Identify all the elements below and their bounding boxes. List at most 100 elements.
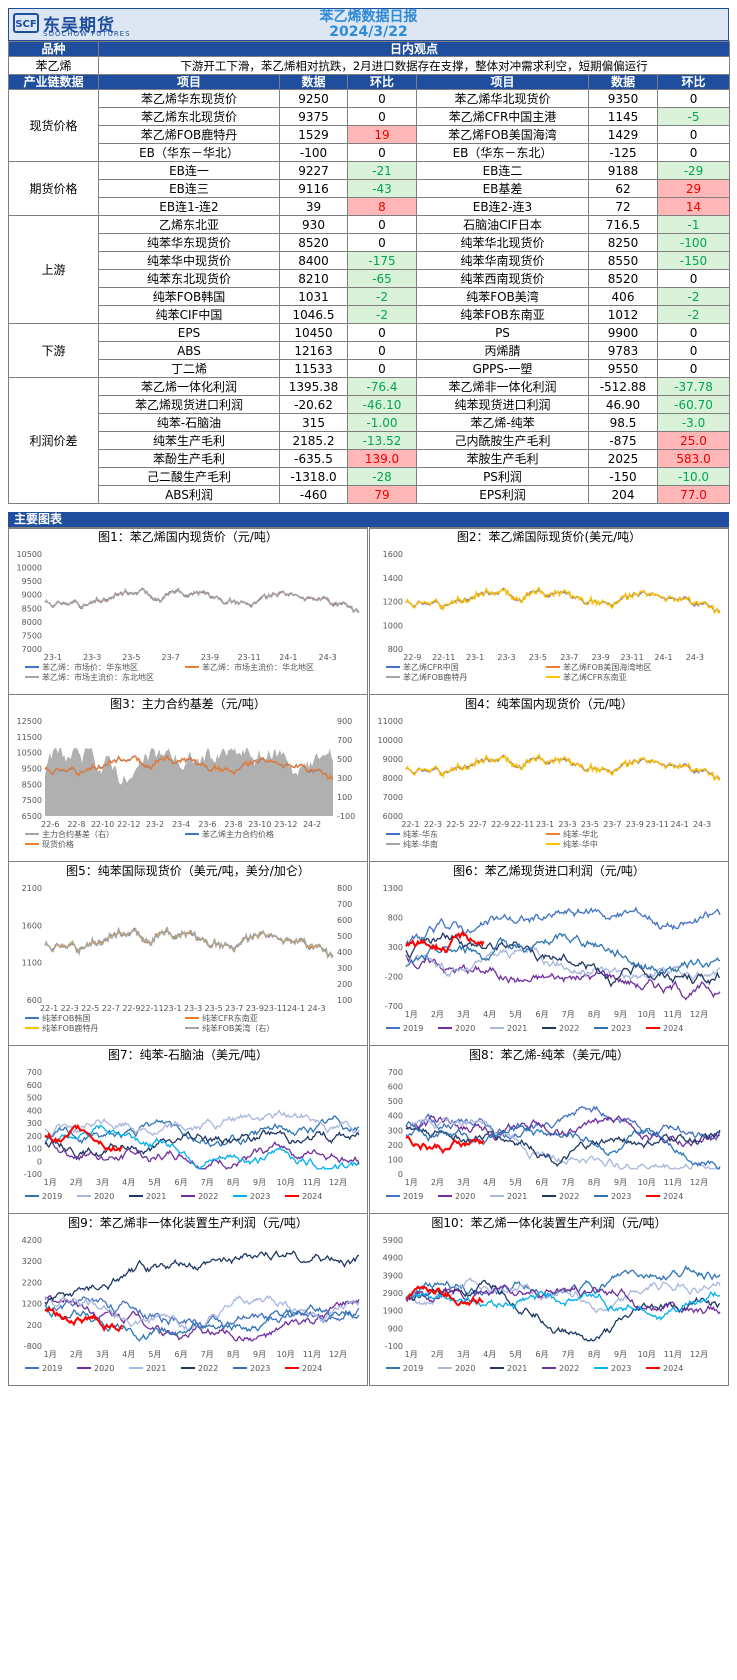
value-cell: 1529 bbox=[279, 125, 348, 144]
item-cell: 纯苯FOB东南亚 bbox=[416, 305, 589, 324]
y-tick-label: 1300 bbox=[383, 884, 403, 893]
item-cell: EB连二 bbox=[416, 161, 589, 180]
y-tick-label: 7000 bbox=[22, 645, 42, 654]
x-tick-label: 24-1 bbox=[654, 653, 672, 662]
change-cell: 0 bbox=[347, 341, 417, 360]
series-line bbox=[405, 932, 721, 976]
series-line bbox=[44, 1123, 123, 1153]
x-tick-label: 6月 bbox=[536, 1010, 549, 1019]
y-tick-label: 10500 bbox=[17, 749, 42, 758]
legend-label: 纯苯CFR东南亚 bbox=[202, 1013, 258, 1023]
x-tick-label: 10月 bbox=[638, 1350, 656, 1359]
x-tick-label: 6月 bbox=[175, 1178, 188, 1187]
y2-tick-label: 200 bbox=[337, 980, 352, 989]
value-cell: 72 bbox=[588, 197, 658, 216]
x-tick-label: 4月 bbox=[483, 1178, 496, 1187]
y-tick-label: 300 bbox=[27, 1119, 42, 1128]
x-tick-label: 10月 bbox=[638, 1178, 656, 1187]
y-tick-label: 300 bbox=[388, 943, 403, 952]
x-tick-label: 22-3 bbox=[61, 1004, 79, 1013]
item-cell: 苯乙烯-纯苯 bbox=[416, 413, 589, 432]
series-line bbox=[405, 1290, 721, 1321]
legend-label: 2020 bbox=[94, 1192, 114, 1201]
y-tick-label: 9000 bbox=[383, 755, 403, 764]
x-tick-label: 23-2 bbox=[146, 820, 164, 829]
value-cell: 9250 bbox=[279, 89, 348, 108]
legend-label: 2020 bbox=[455, 1192, 475, 1201]
legend-label: 纯苯FOB美湾（右） bbox=[202, 1023, 274, 1033]
x-tick-label: 24-3 bbox=[686, 653, 704, 662]
value-cell: -875 bbox=[588, 431, 658, 450]
chart-panel: 图4：纯苯国内现货价（元/吨） 11000 10000 9000 8000 7000 600… bbox=[369, 694, 729, 862]
table-row: 利润价差 苯乙烯一体化利润 1395.38 -76.4 苯乙烯非一体化利润 -512.88… bbox=[8, 377, 731, 504]
change-cell: 0 bbox=[656, 359, 731, 378]
x-tick-label: 3月 bbox=[457, 1350, 470, 1359]
value-cell: -100 bbox=[279, 143, 348, 162]
logo-english-name: SOOCHOW FUTURES bbox=[43, 30, 131, 38]
chart-panel: 图7：纯苯-石脑油（美元/吨） 700 600 500 400 300 200 100 0 -10… bbox=[8, 1045, 368, 1214]
change-cell: -37.78 bbox=[656, 377, 731, 396]
x-tick-label: 23-9 bbox=[201, 653, 219, 662]
y2-tick-label: 600 bbox=[337, 916, 352, 925]
y-tick-label: 500 bbox=[27, 1094, 42, 1103]
x-tick-label: 22-7 bbox=[469, 820, 487, 829]
chart-title: 图8：苯乙烯-纯苯（美元/吨） bbox=[468, 1048, 629, 1062]
x-tick-label: 22-11 bbox=[511, 820, 534, 829]
change-cell: 0 bbox=[656, 143, 731, 162]
x-tick-label: 3月 bbox=[457, 1010, 470, 1019]
change-cell: 77.0 bbox=[656, 485, 731, 504]
y-tick-label: 3900 bbox=[383, 1271, 403, 1280]
y2-tick-label: 800 bbox=[337, 884, 352, 893]
value-cell: 98.5 bbox=[588, 413, 658, 432]
legend-label: 2022 bbox=[559, 1192, 579, 1201]
table-row: EB连1-连2 39 8 EB连2-连3 72 14 bbox=[9, 197, 731, 216]
series-line bbox=[44, 1115, 360, 1148]
item-cell: 苯酚生产毛利 bbox=[98, 449, 280, 468]
item-cell: 苯乙烯东北现货价 bbox=[98, 107, 280, 126]
x-tick-label: 22-12 bbox=[117, 820, 140, 829]
x-tick-label: 9月 bbox=[614, 1350, 627, 1359]
y-tick-label: 2100 bbox=[22, 884, 42, 893]
x-tick-label: 23-5 bbox=[205, 1004, 223, 1013]
legend-label: 纯苯FOB鹿特丹 bbox=[42, 1023, 98, 1033]
series-line bbox=[405, 1284, 721, 1315]
x-tick-label: 12月 bbox=[329, 1350, 347, 1359]
chart-title: 图5：纯苯国际现货价（美元/吨，美分/加仑） bbox=[66, 864, 310, 878]
report-header: SCF 东吴期货 SOOCHOW FUTURES 苯乙烯数据日报 2024/3/… bbox=[8, 8, 729, 41]
change-cell: 583.0 bbox=[656, 449, 731, 468]
y2-tick-label: 100 bbox=[337, 996, 352, 1005]
x-tick-label: 8月 bbox=[588, 1178, 601, 1187]
category-cell: 下游 bbox=[8, 323, 99, 378]
change-cell: -29 bbox=[656, 161, 731, 180]
y2-tick-label: 500 bbox=[337, 755, 352, 764]
value-cell: 1145 bbox=[588, 107, 658, 126]
item-cell: 纯苯西南现货价 bbox=[416, 269, 589, 288]
y2-tick-label: 700 bbox=[337, 900, 352, 909]
x-tick-label: 2月 bbox=[70, 1350, 83, 1359]
item-cell: 苯乙烯CFR中国主港 bbox=[416, 107, 589, 126]
item-cell: EPS bbox=[98, 323, 280, 342]
x-tick-label: 1月 bbox=[405, 1350, 418, 1359]
item-cell: 乙烯东北亚 bbox=[98, 215, 280, 234]
legend-label: 2023 bbox=[611, 1024, 631, 1033]
category-cell: 现货价格 bbox=[8, 89, 99, 162]
x-tick-label: 22-9 bbox=[122, 1004, 140, 1013]
series-line bbox=[405, 1136, 485, 1155]
change-cell: -65 bbox=[347, 269, 417, 288]
legend-label: 2019 bbox=[403, 1024, 423, 1033]
y-tick-label: 1200 bbox=[22, 1300, 42, 1309]
series-line bbox=[405, 1126, 721, 1167]
x-tick-label: 23-7 bbox=[603, 820, 621, 829]
x-tick-label: 23-11 bbox=[264, 1004, 287, 1013]
y2-tick-label: 100 bbox=[337, 793, 352, 802]
y-tick-label: 10000 bbox=[17, 564, 42, 573]
value-cell: 315 bbox=[279, 413, 348, 432]
y-tick-label: 600 bbox=[27, 1081, 42, 1090]
chart-panel: 图3：主力合约基差（元/吨） 12500 11500 10500 9500 8500 750… bbox=[8, 694, 368, 862]
y-tick-label: -100 bbox=[385, 1342, 403, 1351]
y-tick-label: 2900 bbox=[383, 1289, 403, 1298]
series-line bbox=[44, 1306, 124, 1333]
data-header: 数据 bbox=[588, 74, 658, 90]
y-tick-label: 0 bbox=[37, 1157, 42, 1166]
legend-label: 2020 bbox=[94, 1364, 114, 1373]
